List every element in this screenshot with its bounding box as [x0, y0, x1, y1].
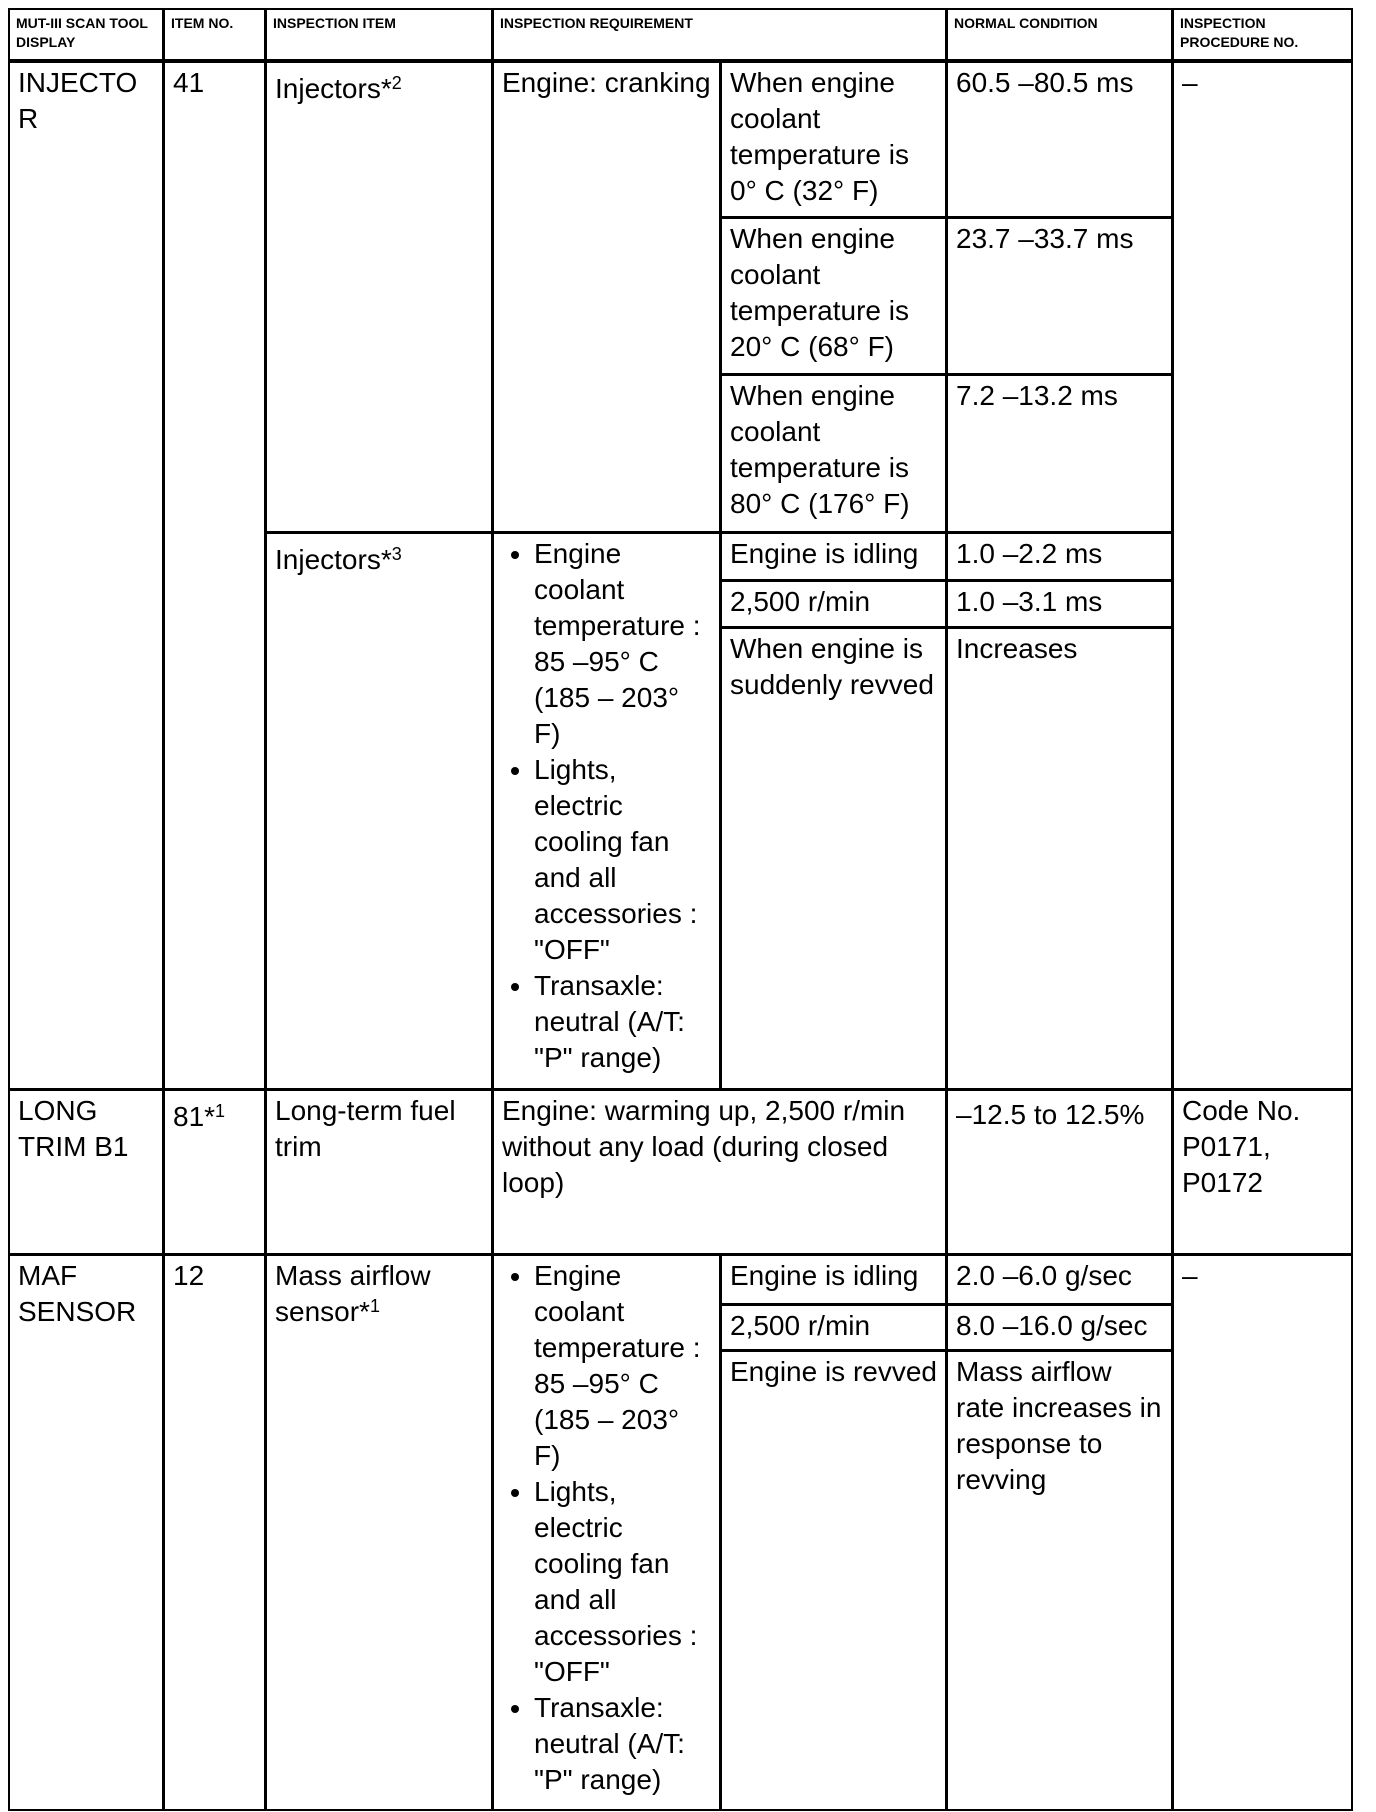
req-bullet: Lights, electric cooling fan and all acc… [534, 1474, 711, 1690]
trim-display: LONG TRIM B1 [8, 1089, 164, 1255]
maf-item: Mass airflow sensor*1 [265, 1254, 493, 1811]
injector-cond-80c: When engine coolant temperature is 80° C… [720, 374, 947, 533]
maf-item-no: 12 [163, 1254, 266, 1811]
injector-normal-0c: 60.5 –80.5 ms [946, 61, 1173, 218]
injector-item-cranking: Injectors*2 [265, 61, 493, 533]
injector-normal-20c: 23.7 –33.7 ms [946, 217, 1173, 375]
maf-cond-revved: Engine is revved [720, 1350, 947, 1811]
req-bullet: Engine coolant temperature : 85 –95° C (… [534, 536, 711, 752]
injector-cond-revved: When engine is suddenly revved [720, 627, 947, 1090]
injector-cond-20c: When engine coolant temperature is 20° C… [720, 217, 947, 375]
trim-item: Long-term fuel trim [265, 1089, 493, 1255]
injector-item-warm: Injectors*3 [265, 532, 493, 1090]
header-inspection-requirement: INSPECTION REQUIREMENT [492, 8, 947, 62]
injector-req-cranking: Engine: cranking [492, 61, 721, 533]
injector-normal-revved: Increases [946, 627, 1173, 1090]
maf-cond-idle: Engine is idling [720, 1254, 947, 1305]
header-inspection-item: INSPECTION ITEM [265, 8, 493, 62]
maf-req: Engine coolant temperature : 85 –95° C (… [492, 1254, 721, 1811]
req-bullet: Engine coolant temperature : 85 –95° C (… [534, 1258, 711, 1474]
maf-proc: – [1172, 1254, 1353, 1811]
header-procedure-no: INSPECTION PROCEDURE NO. [1172, 8, 1353, 62]
injector-normal-idle: 1.0 –2.2 ms [946, 532, 1173, 581]
injector-cond-2500: 2,500 r/min [720, 580, 947, 628]
maf-cond-2500: 2,500 r/min [720, 1304, 947, 1351]
trim-req: Engine: warming up, 2,500 r/min without … [492, 1089, 947, 1255]
trim-normal: –12.5 to 12.5% [946, 1089, 1173, 1255]
trim-item-no: 81*1 [163, 1089, 266, 1255]
injector-req-warm: Engine coolant temperature : 85 –95° C (… [492, 532, 721, 1090]
injector-cond-0c: When engine coolant temperature is 0° C … [720, 61, 947, 218]
req-bullet: Lights, electric cooling fan and all acc… [534, 752, 711, 968]
header-scan-tool-display: MUT-III SCAN TOOL DISPLAY [8, 8, 164, 62]
trim-proc: Code No. P0171, P0172 [1172, 1089, 1353, 1255]
injector-proc: – [1172, 61, 1353, 1090]
injector-display: INJECTO R [8, 61, 164, 1090]
injector-item-no: 41 [163, 61, 266, 1090]
injector-normal-80c: 7.2 –13.2 ms [946, 374, 1173, 533]
injector-cond-idle: Engine is idling [720, 532, 947, 581]
header-normal-condition: NORMAL CONDITION [946, 8, 1173, 62]
maf-normal-revved: Mass airflow rate increases in response … [946, 1350, 1173, 1811]
maf-normal-idle: 2.0 –6.0 g/sec [946, 1254, 1173, 1305]
req-bullet: Transaxle: neutral (A/T: "P" range) [534, 1690, 711, 1798]
req-bullet: Transaxle: neutral (A/T: "P" range) [534, 968, 711, 1076]
maf-normal-2500: 8.0 –16.0 g/sec [946, 1304, 1173, 1351]
injector-normal-2500: 1.0 –3.1 ms [946, 580, 1173, 628]
maf-display: MAF SENSOR [8, 1254, 164, 1811]
header-item-no: ITEM NO. [163, 8, 266, 62]
